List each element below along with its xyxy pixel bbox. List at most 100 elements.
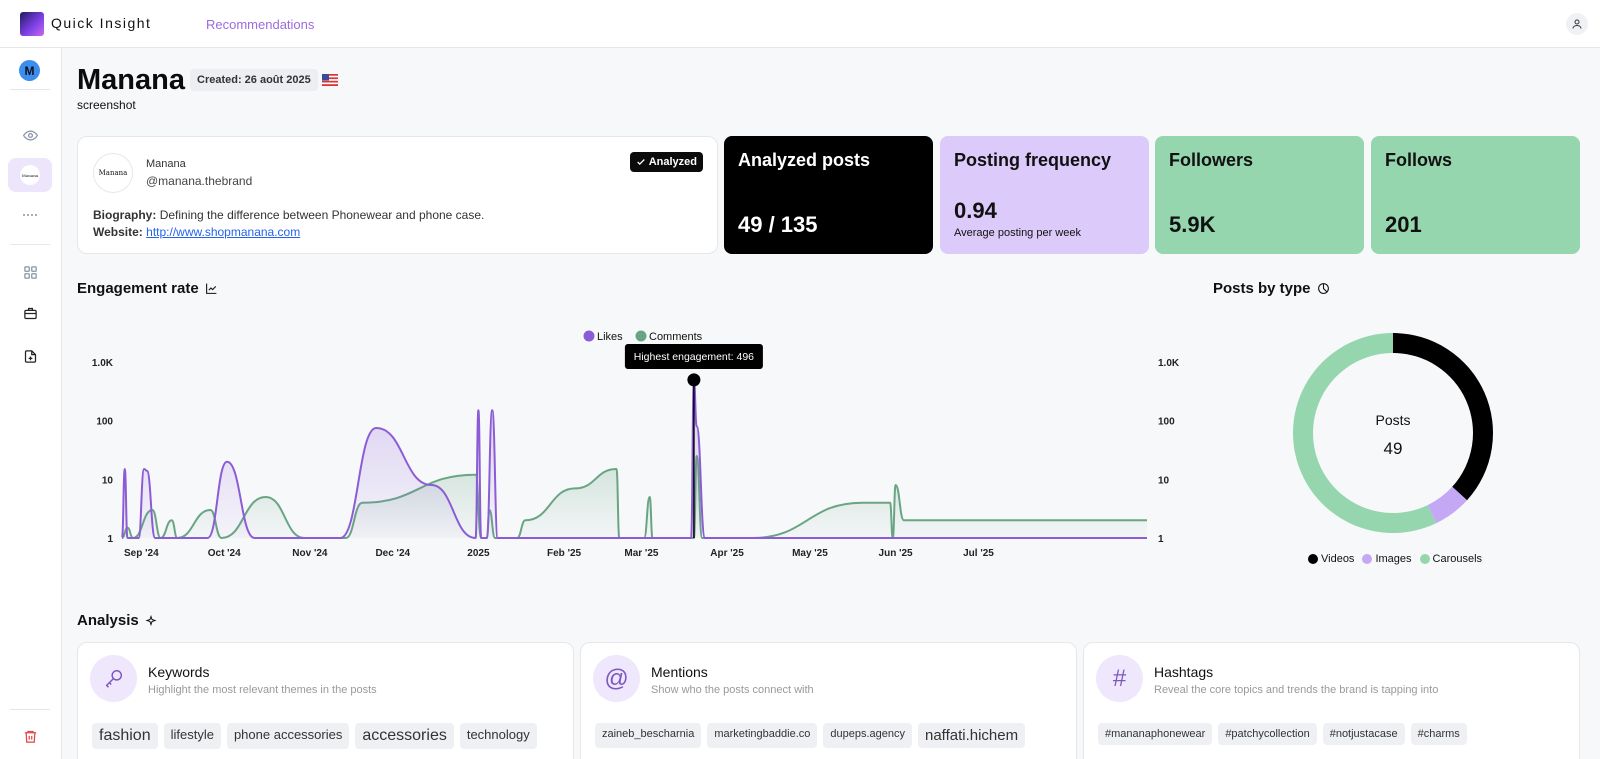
tag-chip[interactable]: technology (459, 723, 537, 749)
us-flag-icon (322, 74, 338, 86)
stat-posting-frequency: Posting frequency 0.94 Average posting p… (940, 136, 1149, 254)
sidebar-item-dashboard[interactable] (8, 255, 52, 289)
donut-center-value: 49 (1384, 439, 1403, 458)
x-tick-label: Nov '24 (292, 548, 328, 559)
x-tick-label: Apr '25 (710, 548, 744, 559)
sidebar: M Manana (0, 48, 62, 759)
trash-icon (24, 730, 36, 743)
x-tick-label: Mar '25 (624, 548, 659, 559)
engagement-title: Engagement rate (77, 280, 199, 297)
x-tick-label: Dec '24 (375, 548, 410, 559)
legend-item[interactable]: Likes (583, 330, 624, 344)
analysis-title: Analysis (77, 612, 139, 629)
stat-label: Followers (1169, 150, 1254, 170)
at-icon: @ (593, 655, 640, 702)
tag-chip[interactable]: #charms (1410, 723, 1467, 745)
check-icon (636, 159, 645, 165)
donut-slice-images[interactable] (1427, 486, 1468, 524)
legend-label: Videos (1321, 553, 1355, 565)
y-tick-label: 100 (1158, 417, 1175, 428)
analyzed-badge: Analyzed (629, 152, 703, 172)
tag-chip[interactable]: naffati.hichem (918, 723, 1026, 748)
hash-icon: # (1096, 655, 1143, 702)
y-tick-label: 1 (107, 534, 113, 545)
legend-label: Images (1375, 553, 1412, 565)
keywords-title: Keywords (148, 664, 210, 680)
top-bar: Quick Insight Recommendations (0, 0, 1600, 48)
series-area-comments (122, 456, 1147, 538)
sidebar-divider (10, 709, 50, 710)
stat-label: Analyzed posts (738, 150, 871, 170)
eye-icon (22, 129, 38, 141)
nav-recommendations-link[interactable]: Recommendations (206, 17, 315, 32)
analyzed-badge-label: Analyzed (648, 156, 697, 168)
pie-chart-icon (1317, 283, 1329, 294)
account-avatar[interactable]: M (19, 60, 40, 81)
stat-analyzed-posts: Analyzed posts 49 / 135 (724, 136, 933, 254)
tag-chip[interactable]: #mananaphonewear (1098, 723, 1213, 745)
app-name[interactable]: Quick Insight (51, 15, 152, 31)
engagement-chart: Likes Comments 1 10 100 1.0K 1 10 100 1.0K Sep … (92, 330, 1180, 559)
legend-item[interactable]: Comments (635, 330, 703, 344)
y-tick-label: 100 (96, 417, 113, 428)
donut-center-label: Posts (1375, 412, 1410, 428)
app-logo-icon[interactable] (20, 12, 44, 36)
sidebar-item-watch[interactable] (8, 118, 52, 152)
profile-name: Manana (146, 158, 186, 170)
website-link[interactable]: http://www.shopmanana.com (146, 225, 301, 239)
page-title: Manana (77, 64, 185, 96)
biography-label: Biography: (93, 208, 157, 222)
tag-chip[interactable]: phone accessories (226, 723, 350, 749)
tag-chip[interactable]: #notjustacase (1322, 723, 1405, 745)
tag-chip[interactable]: dupeps.agency (823, 723, 912, 748)
donut-slices (1293, 333, 1493, 533)
posts-type-title: Posts by type (1213, 280, 1311, 297)
tag-chip[interactable]: #patchycollection (1218, 723, 1317, 745)
sidebar-item-delete[interactable] (8, 719, 52, 753)
tag-chip[interactable]: accessories (355, 723, 454, 749)
user-menu-button[interactable] (1566, 13, 1588, 35)
stat-follows: Follows 201 (1371, 136, 1580, 254)
x-tick-label: 2025 (467, 548, 490, 559)
legend-dot (1419, 554, 1430, 564)
tag-chip[interactable]: zaineb_bescharnia (595, 723, 702, 748)
chart-legend: Likes Comments (583, 330, 703, 344)
y-tick-label: 1.0K (1158, 358, 1180, 369)
y-tick-label: 10 (102, 475, 114, 486)
profile-avatar: Manana (93, 153, 133, 193)
y-axis-right: 1 10 100 1.0K (1158, 358, 1180, 545)
y-tick-label: 1.0K (92, 358, 114, 369)
legend-item-carousels[interactable]: Carousels (1419, 553, 1483, 565)
legend-item-images[interactable]: Images (1362, 553, 1412, 565)
sidebar-item-brands[interactable] (8, 296, 52, 330)
peak-marker[interactable]: Highest engagement: 496 (624, 344, 763, 538)
stat-label: Follows (1385, 150, 1452, 170)
tag-chip[interactable]: fashion (92, 723, 158, 749)
x-tick-label: Feb '25 (547, 548, 581, 559)
x-tick-label: Jul '25 (963, 548, 994, 559)
hashtags-subtitle: Reveal the core topics and trends the br… (1154, 684, 1439, 696)
file-plus-icon (24, 349, 36, 363)
series-area-likes (122, 379, 1147, 538)
y-axis-left: 1 10 100 1.0K (92, 358, 114, 545)
tag-chip[interactable]: lifestyle (163, 723, 221, 749)
stat-note: Average posting per week (954, 227, 1081, 239)
created-date-badge: Created: 26 août 2025 (190, 69, 318, 91)
donut-slice-carousels[interactable] (1293, 333, 1437, 533)
grid-icon (23, 265, 37, 279)
sidebar-item-more[interactable] (8, 198, 52, 232)
donut-slice-videos[interactable] (1393, 333, 1493, 501)
user-icon (1572, 19, 1582, 29)
x-tick-label: Oct '24 (208, 548, 241, 559)
legend-item-videos[interactable]: Videos (1308, 553, 1354, 565)
tag-chip[interactable]: marketingbaddie.co (707, 723, 818, 748)
legend-label: Carousels (1432, 553, 1483, 565)
sidebar-divider (10, 244, 50, 245)
trend-chart-icon (205, 283, 217, 294)
sidebar-divider (10, 89, 50, 90)
keywords-subtitle: Highlight the most relevant themes in th… (148, 684, 377, 696)
sidebar-item-brand-manana[interactable]: Manana (8, 158, 52, 192)
x-axis: Sep '24 Oct '24 Nov '24 Dec '24 2025 Feb '25 M… (124, 548, 994, 559)
sidebar-item-new-report[interactable] (8, 339, 52, 373)
peak-tooltip (624, 344, 763, 369)
